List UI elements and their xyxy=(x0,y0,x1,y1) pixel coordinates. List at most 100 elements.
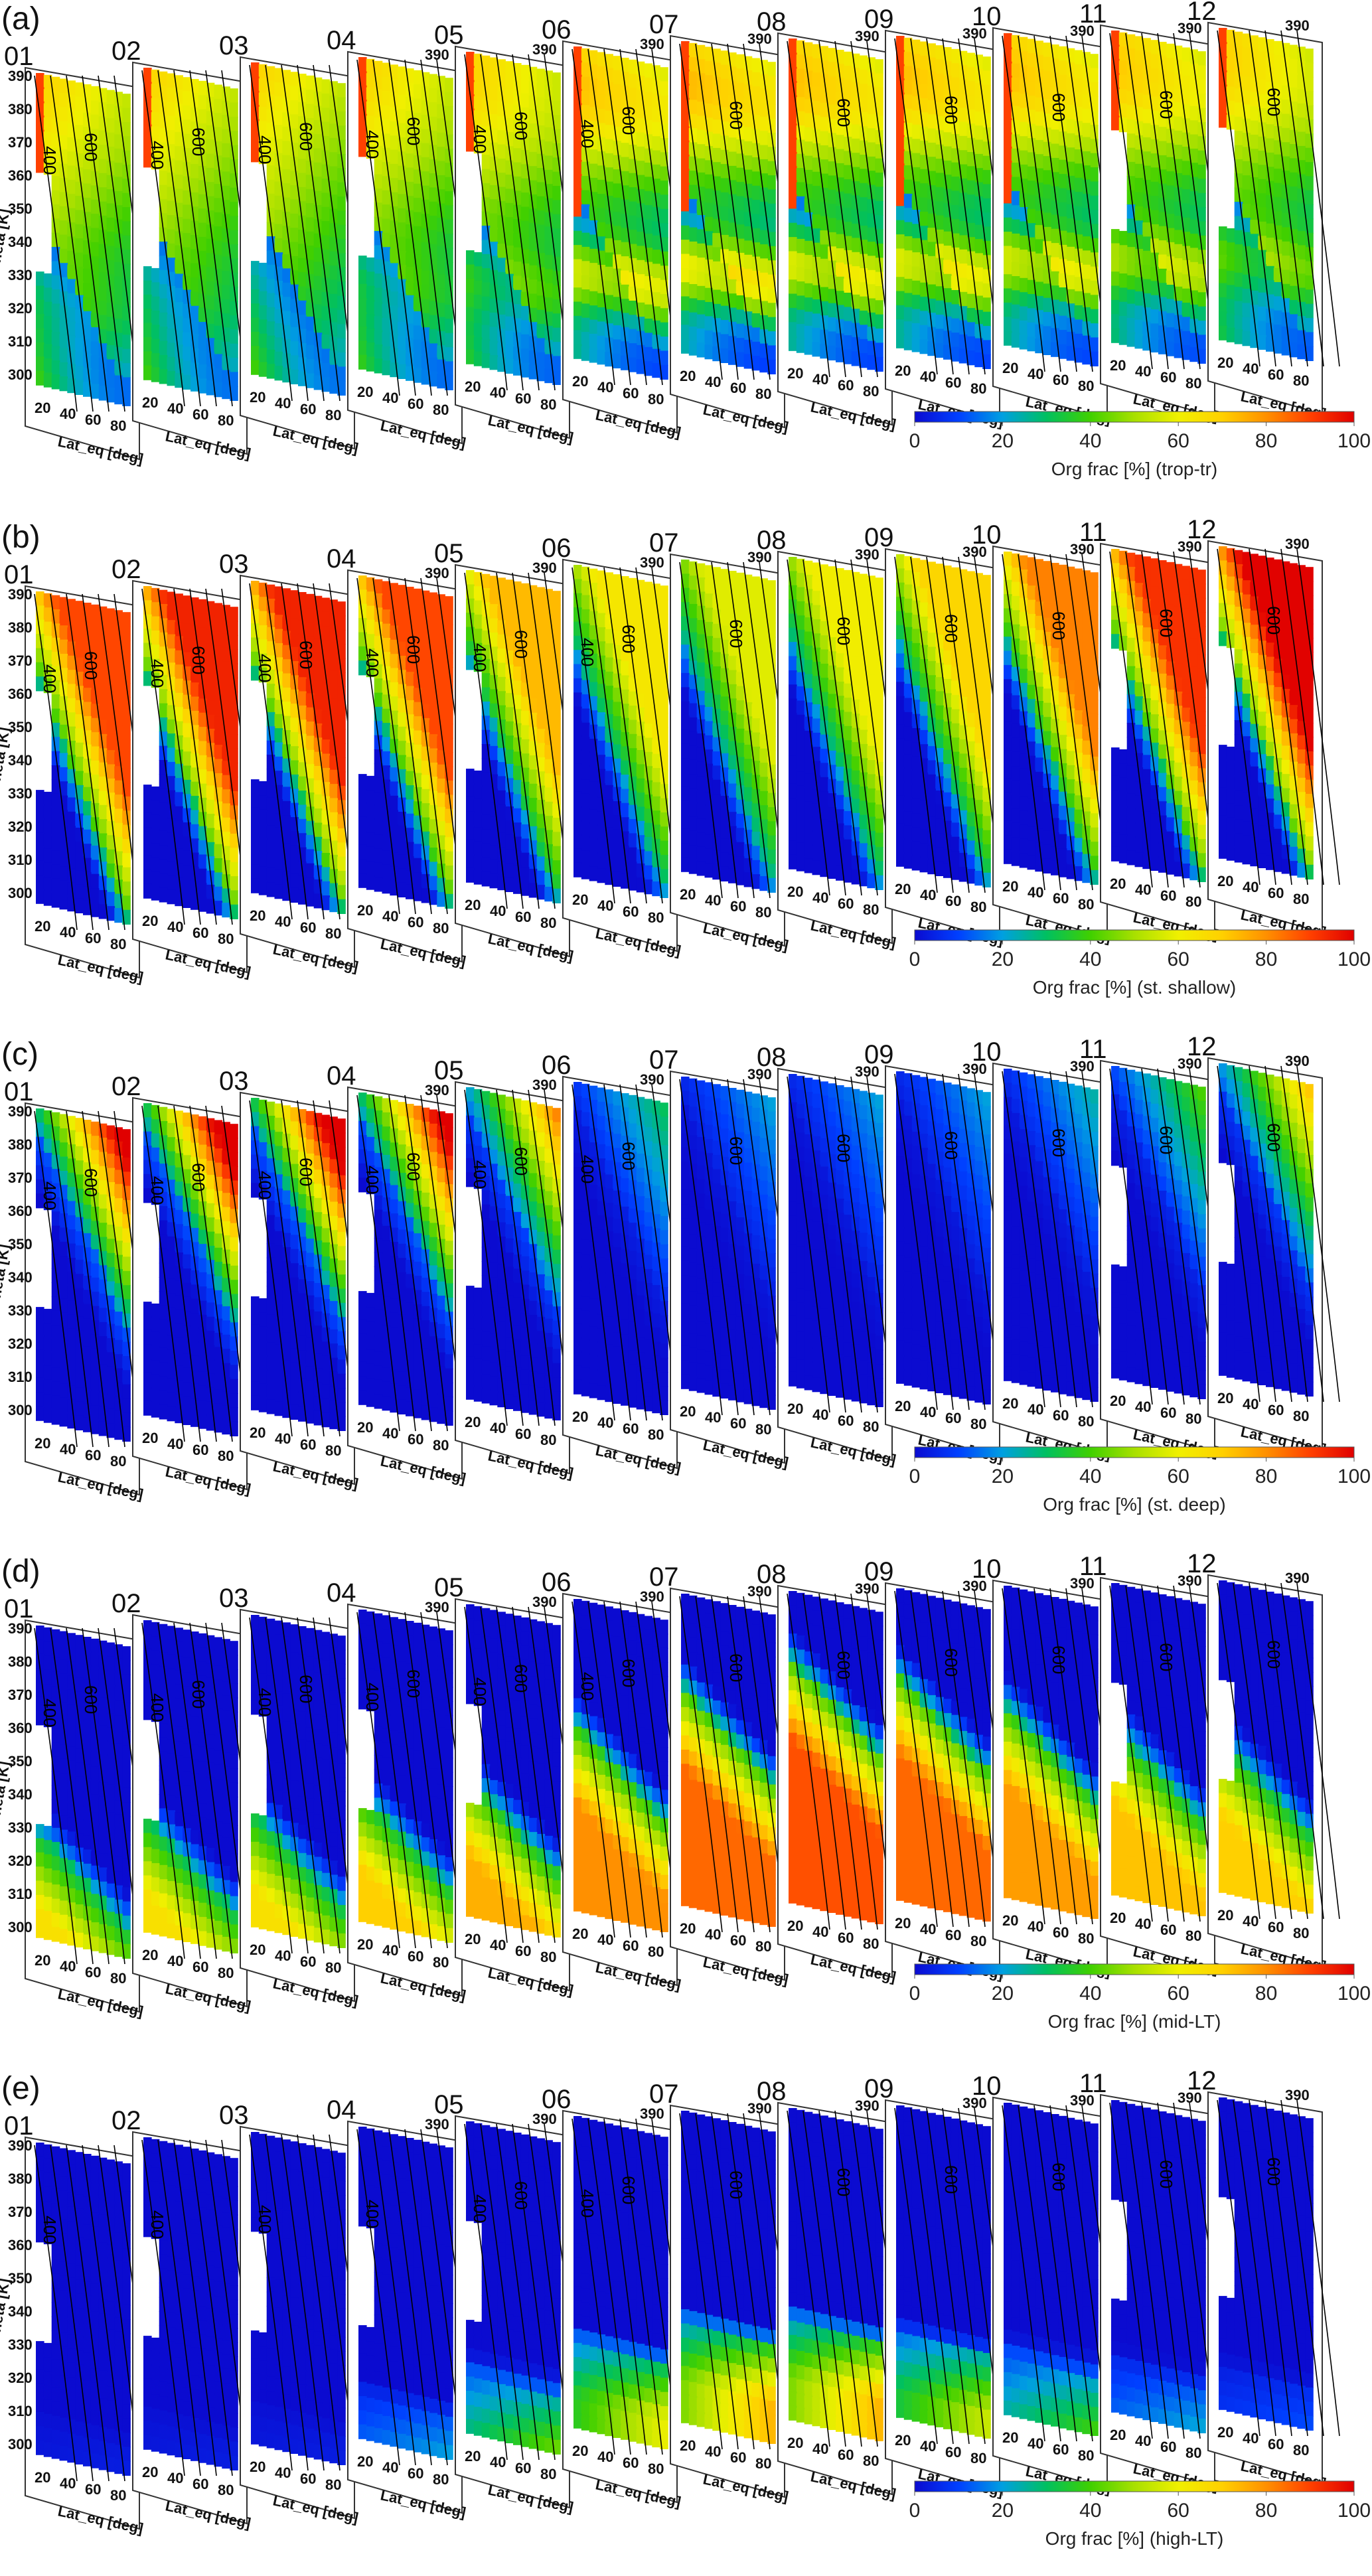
heatmap-cell xyxy=(1051,229,1059,244)
heatmap-cell xyxy=(660,727,668,742)
heatmap-cell xyxy=(99,301,108,315)
heatmap-cell xyxy=(151,84,160,98)
heatmap-cell xyxy=(107,721,115,736)
x-tick-label: 20 xyxy=(1110,357,1126,374)
heatmap-cell xyxy=(52,332,60,346)
heatmap-cell xyxy=(689,284,698,299)
heatmap-cell xyxy=(382,262,391,276)
heatmap-cell xyxy=(705,593,714,608)
heatmap-cell xyxy=(122,739,131,754)
heatmap-cell xyxy=(629,819,637,834)
heatmap-cell xyxy=(183,233,191,248)
heatmap-cell xyxy=(974,225,983,240)
heatmap-cell xyxy=(159,270,168,285)
heatmap-cell xyxy=(959,150,968,165)
heatmap-cell xyxy=(275,714,283,729)
x-tick-label: 80 xyxy=(1293,372,1309,389)
heatmap-cell xyxy=(828,48,836,62)
heatmap-cell xyxy=(214,241,223,256)
heatmap-cell xyxy=(414,716,422,731)
heatmap-cell xyxy=(689,86,698,100)
heatmap-cell xyxy=(1227,271,1235,285)
heatmap-cell xyxy=(867,114,876,129)
heatmap-cell xyxy=(1135,178,1144,192)
heatmap-cell xyxy=(421,271,430,285)
heatmap-cell xyxy=(60,107,68,121)
heatmap-cell xyxy=(1075,206,1083,221)
heatmap-cell xyxy=(752,577,761,591)
heatmap-cell xyxy=(505,835,514,850)
heatmap-cell xyxy=(720,334,729,348)
heatmap-cell xyxy=(828,62,836,77)
heatmap-cell xyxy=(151,858,160,872)
heatmap-cell xyxy=(167,244,176,258)
heatmap-cell xyxy=(230,344,238,358)
heatmap-cell xyxy=(689,313,698,327)
heatmap-cell xyxy=(306,359,315,374)
heatmap-cell xyxy=(44,877,52,891)
heatmap-cell xyxy=(60,696,68,711)
heatmap-cells xyxy=(573,46,668,380)
heatmap-cell xyxy=(904,94,913,109)
heatmap-cell xyxy=(804,340,813,354)
heatmap-cell xyxy=(91,214,100,228)
heatmap-cell xyxy=(306,203,315,218)
heatmap-cell xyxy=(982,71,991,86)
heatmap-cell xyxy=(689,575,698,590)
month-label: 01 xyxy=(4,42,34,71)
heatmap-cell xyxy=(637,679,645,694)
heatmap-cell xyxy=(1274,311,1282,325)
heatmap-cell xyxy=(143,68,152,82)
heatmap-cell xyxy=(1235,74,1243,89)
heatmap-cell xyxy=(122,612,131,627)
heatmap-cell xyxy=(1197,179,1206,193)
heatmap-cell xyxy=(752,605,761,619)
heatmap-cell xyxy=(867,270,876,285)
heatmap-cell xyxy=(337,616,346,631)
heatmap-cell xyxy=(366,314,375,329)
contour-label: 400 xyxy=(577,638,597,666)
heatmap-cell xyxy=(621,775,629,789)
heatmap-cell xyxy=(337,339,346,353)
heatmap-cell xyxy=(114,390,123,404)
heatmap-cell xyxy=(1266,224,1274,238)
heatmap-cell xyxy=(482,617,491,631)
heatmap-cell xyxy=(44,792,52,806)
heatmap-cell xyxy=(1127,332,1136,346)
heatmap-cell xyxy=(597,350,606,364)
heatmap-cell xyxy=(175,231,183,246)
heatmap-cell xyxy=(605,728,613,743)
heatmap-cell xyxy=(797,310,805,325)
heatmap-cell xyxy=(122,94,131,108)
heatmap-cell xyxy=(589,93,598,108)
heatmap-cell xyxy=(660,841,668,856)
heatmap-cell xyxy=(505,76,514,90)
heatmap-cell xyxy=(736,324,745,339)
heatmap-cell xyxy=(581,318,590,333)
heatmap-cell xyxy=(552,619,561,634)
heatmap-cell xyxy=(529,152,538,167)
heatmap-cell xyxy=(789,308,797,323)
heatmap-cell xyxy=(828,175,836,190)
heatmap-cell xyxy=(67,656,76,670)
heatmap-cell xyxy=(544,368,553,383)
heatmap-cell xyxy=(490,831,498,846)
heatmap-cell xyxy=(1182,189,1191,204)
heatmap-cell xyxy=(521,739,530,754)
heatmap-cell xyxy=(151,871,160,886)
heatmap-cell xyxy=(175,835,183,850)
heatmap-cell xyxy=(613,70,621,85)
heatmap-cell xyxy=(581,850,590,865)
heatmap-cell xyxy=(107,274,115,289)
heatmap-cell xyxy=(1127,247,1136,262)
heatmap-cell xyxy=(759,258,768,273)
heatmap-cell xyxy=(322,725,331,740)
heatmap-cell xyxy=(1082,265,1091,279)
heatmap-cell xyxy=(429,88,438,103)
heatmap-cell xyxy=(406,714,414,729)
heatmap-cell xyxy=(230,890,238,905)
heatmap-cell xyxy=(122,868,131,882)
heatmap-cell xyxy=(159,213,168,228)
heatmap-cell xyxy=(222,172,230,187)
heatmap-cell xyxy=(505,302,514,317)
